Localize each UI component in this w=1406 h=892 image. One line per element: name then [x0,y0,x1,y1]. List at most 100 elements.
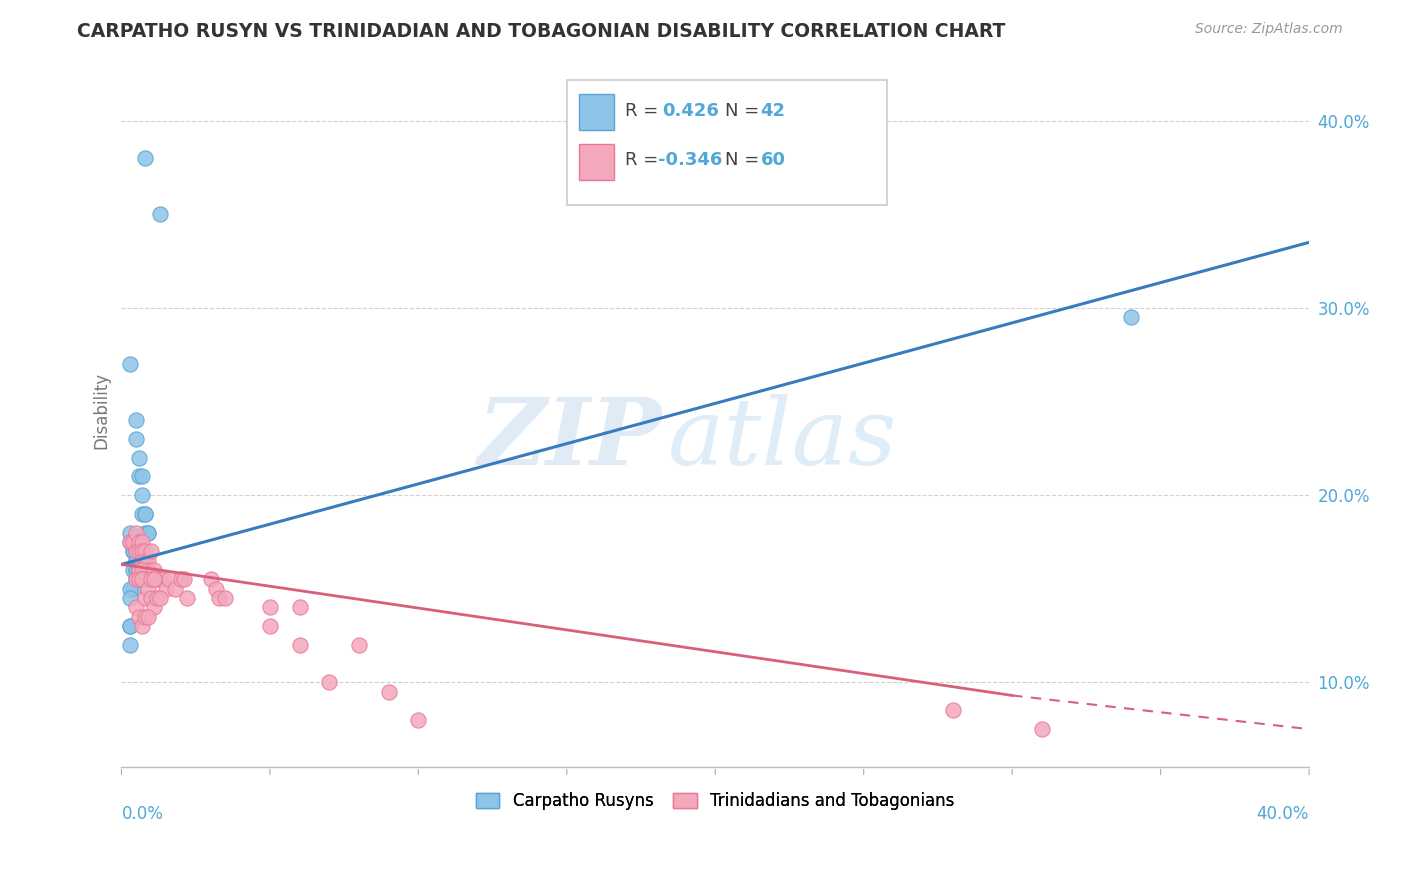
Point [128,573,150,587]
Point [136,525,159,540]
Point [128,563,150,577]
Point [128,573,150,587]
Y-axis label: Disability: Disability [93,372,110,450]
Point [120,619,142,633]
Point [128,450,150,465]
Point [122,582,145,596]
Point [125,573,148,587]
Point [173,573,195,587]
Point [149,591,172,606]
Point [122,544,145,558]
FancyBboxPatch shape [567,80,887,204]
Point [120,619,142,633]
Point [125,563,148,577]
Point [125,544,148,558]
Point [125,544,148,558]
Point [125,563,148,577]
Text: atlas: atlas [668,394,897,484]
Point [128,544,150,558]
Point [214,591,236,606]
Point [134,573,156,587]
Point [125,573,148,587]
Point [131,563,153,577]
Point [128,563,150,577]
Point [136,582,159,596]
Point [155,582,177,596]
Point [131,573,153,587]
Point [136,609,159,624]
Point [128,535,150,549]
Point [131,573,153,587]
Point [259,600,281,615]
Point [125,554,148,568]
Text: 40.0%: 40.0% [1257,805,1309,823]
Point [942,703,965,717]
Point [146,591,169,606]
Point [120,357,142,371]
Point [134,591,156,606]
Point [139,573,162,587]
Point [128,609,150,624]
Text: N =: N = [724,152,765,169]
Text: 42: 42 [761,102,786,120]
Point [1119,310,1142,325]
Point [205,582,228,596]
Point [149,573,172,587]
FancyBboxPatch shape [579,145,614,179]
Legend: Carpatho Rusyns, Trinidadians and Tobagonians: Carpatho Rusyns, Trinidadians and Tobago… [468,784,963,819]
Point [318,675,340,690]
Point [120,582,142,596]
Text: 0.0%: 0.0% [121,805,163,823]
Point [128,573,150,587]
Point [122,563,145,577]
Point [131,469,153,483]
Point [120,638,142,652]
Point [134,151,156,165]
Text: R =: R = [626,152,664,169]
Point [136,525,159,540]
Point [149,207,172,221]
Text: 60: 60 [761,152,786,169]
Point [163,582,186,596]
Point [120,591,142,606]
Text: 0.426: 0.426 [662,102,718,120]
Point [125,544,148,558]
Point [122,535,145,549]
Point [131,535,153,549]
Point [152,573,174,587]
Point [122,544,145,558]
Point [134,554,156,568]
Point [122,535,145,549]
Point [125,554,148,568]
Point [136,554,159,568]
Point [131,619,153,633]
Point [170,573,193,587]
Point [143,563,166,577]
Point [1031,722,1053,736]
Point [131,544,153,558]
Point [134,507,156,521]
Point [139,573,162,587]
Point [131,488,153,502]
Point [120,535,142,549]
Point [288,638,311,652]
Point [128,469,150,483]
Point [134,507,156,521]
Point [125,413,148,427]
Point [200,573,222,587]
Point [259,619,281,633]
Text: ZIP: ZIP [478,394,662,484]
Point [131,554,153,568]
Text: R =: R = [626,102,664,120]
FancyBboxPatch shape [579,95,614,130]
Point [377,684,399,698]
Point [139,591,162,606]
Point [125,432,148,446]
Point [146,573,169,587]
Point [134,609,156,624]
Point [136,573,159,587]
Text: -0.346: -0.346 [658,152,723,169]
Point [136,563,159,577]
Text: Source: ZipAtlas.com: Source: ZipAtlas.com [1195,22,1343,37]
Point [134,544,156,558]
